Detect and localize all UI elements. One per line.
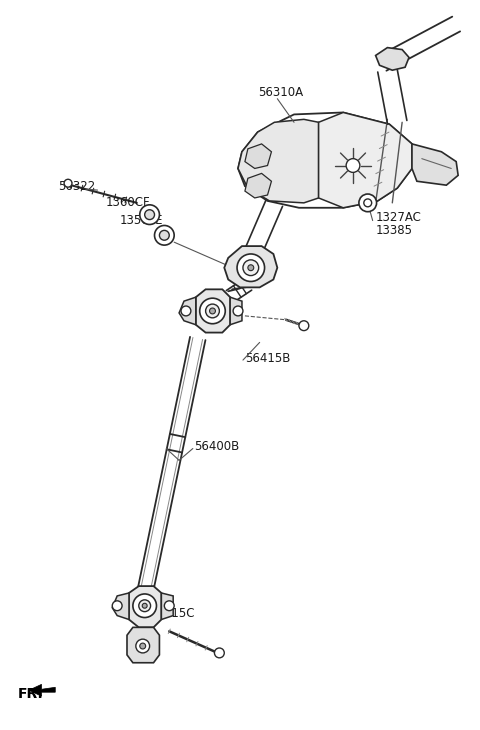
Polygon shape	[196, 289, 230, 333]
Polygon shape	[127, 627, 159, 663]
Circle shape	[155, 226, 174, 245]
Circle shape	[215, 648, 224, 658]
Circle shape	[140, 643, 145, 649]
Polygon shape	[112, 593, 129, 620]
Text: 56400B: 56400B	[194, 440, 239, 453]
Circle shape	[140, 205, 159, 225]
Text: 56415B: 56415B	[245, 352, 290, 364]
Polygon shape	[412, 144, 458, 185]
Circle shape	[64, 180, 72, 187]
Circle shape	[139, 600, 151, 612]
Circle shape	[359, 194, 377, 212]
Circle shape	[346, 158, 360, 172]
Polygon shape	[238, 112, 412, 208]
Polygon shape	[376, 47, 409, 70]
Circle shape	[144, 210, 155, 220]
Circle shape	[112, 601, 122, 611]
Circle shape	[133, 594, 156, 618]
Text: FR.: FR.	[18, 687, 44, 702]
Polygon shape	[161, 593, 173, 620]
Text: 1350LE: 1350LE	[120, 214, 164, 227]
Circle shape	[159, 231, 169, 240]
Circle shape	[210, 308, 216, 314]
Circle shape	[248, 265, 254, 271]
Text: 1327AC: 1327AC	[376, 211, 421, 224]
Text: 13385: 13385	[376, 224, 413, 237]
Circle shape	[299, 320, 309, 331]
Text: 1360CF: 1360CF	[106, 196, 150, 210]
Circle shape	[142, 603, 147, 608]
Polygon shape	[129, 586, 161, 627]
Polygon shape	[224, 246, 277, 288]
Text: 56310A: 56310A	[258, 86, 303, 99]
Polygon shape	[238, 119, 319, 203]
Circle shape	[205, 304, 219, 318]
Polygon shape	[29, 684, 55, 696]
Circle shape	[237, 254, 264, 282]
Polygon shape	[319, 112, 412, 208]
Circle shape	[364, 199, 372, 207]
Polygon shape	[245, 174, 272, 198]
Circle shape	[200, 298, 225, 323]
Circle shape	[243, 260, 259, 276]
Circle shape	[164, 601, 174, 611]
Circle shape	[181, 306, 191, 316]
Circle shape	[136, 639, 150, 653]
Polygon shape	[245, 144, 272, 169]
Circle shape	[233, 306, 243, 316]
Polygon shape	[179, 297, 196, 325]
Text: 56415C: 56415C	[150, 607, 195, 620]
Text: 56322: 56322	[58, 180, 96, 193]
Polygon shape	[230, 297, 242, 325]
